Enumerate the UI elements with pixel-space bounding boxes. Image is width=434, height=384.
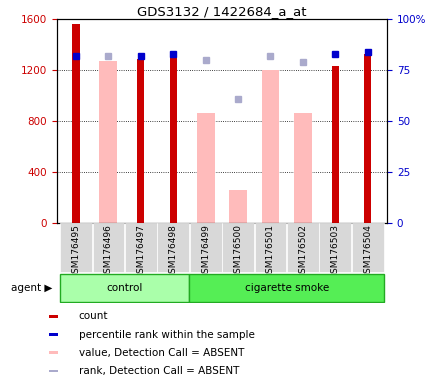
Bar: [157, 223, 189, 272]
Text: GSM176503: GSM176503: [330, 224, 339, 279]
Bar: [49, 369, 58, 372]
Text: agent ▶: agent ▶: [11, 283, 52, 293]
Text: value, Detection Call = ABSENT: value, Detection Call = ABSENT: [79, 348, 243, 358]
Bar: [363, 53, 370, 223]
Bar: [169, 53, 176, 223]
Bar: [125, 223, 156, 272]
Text: GSM176498: GSM176498: [168, 224, 178, 279]
Text: GSM176501: GSM176501: [265, 224, 274, 279]
Bar: [222, 223, 253, 272]
Text: GSM176504: GSM176504: [362, 224, 372, 279]
Bar: [196, 113, 214, 223]
Bar: [293, 113, 311, 223]
Bar: [331, 66, 338, 223]
Bar: [261, 70, 279, 223]
Text: rank, Detection Call = ABSENT: rank, Detection Call = ABSENT: [79, 366, 238, 376]
Text: GSM176499: GSM176499: [201, 224, 210, 279]
Bar: [49, 315, 58, 318]
Bar: [49, 351, 58, 354]
Text: control: control: [106, 283, 142, 293]
Text: cigarette smoke: cigarette smoke: [244, 283, 328, 293]
Bar: [92, 223, 124, 272]
Bar: [137, 59, 144, 223]
Bar: [189, 223, 221, 272]
Text: percentile rank within the sample: percentile rank within the sample: [79, 329, 254, 339]
Bar: [59, 274, 189, 302]
Bar: [99, 61, 117, 223]
Bar: [254, 223, 286, 272]
Bar: [319, 223, 350, 272]
Text: GSM176500: GSM176500: [233, 224, 242, 279]
Text: GSM176496: GSM176496: [104, 224, 113, 279]
Bar: [229, 190, 247, 223]
Text: GSM176502: GSM176502: [298, 224, 307, 279]
Bar: [60, 223, 92, 272]
Bar: [189, 274, 383, 302]
Text: count: count: [79, 311, 108, 321]
Bar: [49, 333, 58, 336]
Bar: [351, 223, 383, 272]
Text: GSM176495: GSM176495: [71, 224, 80, 279]
Title: GDS3132 / 1422684_a_at: GDS3132 / 1422684_a_at: [137, 5, 306, 18]
Bar: [72, 24, 79, 223]
Text: GSM176497: GSM176497: [136, 224, 145, 279]
Bar: [286, 223, 318, 272]
